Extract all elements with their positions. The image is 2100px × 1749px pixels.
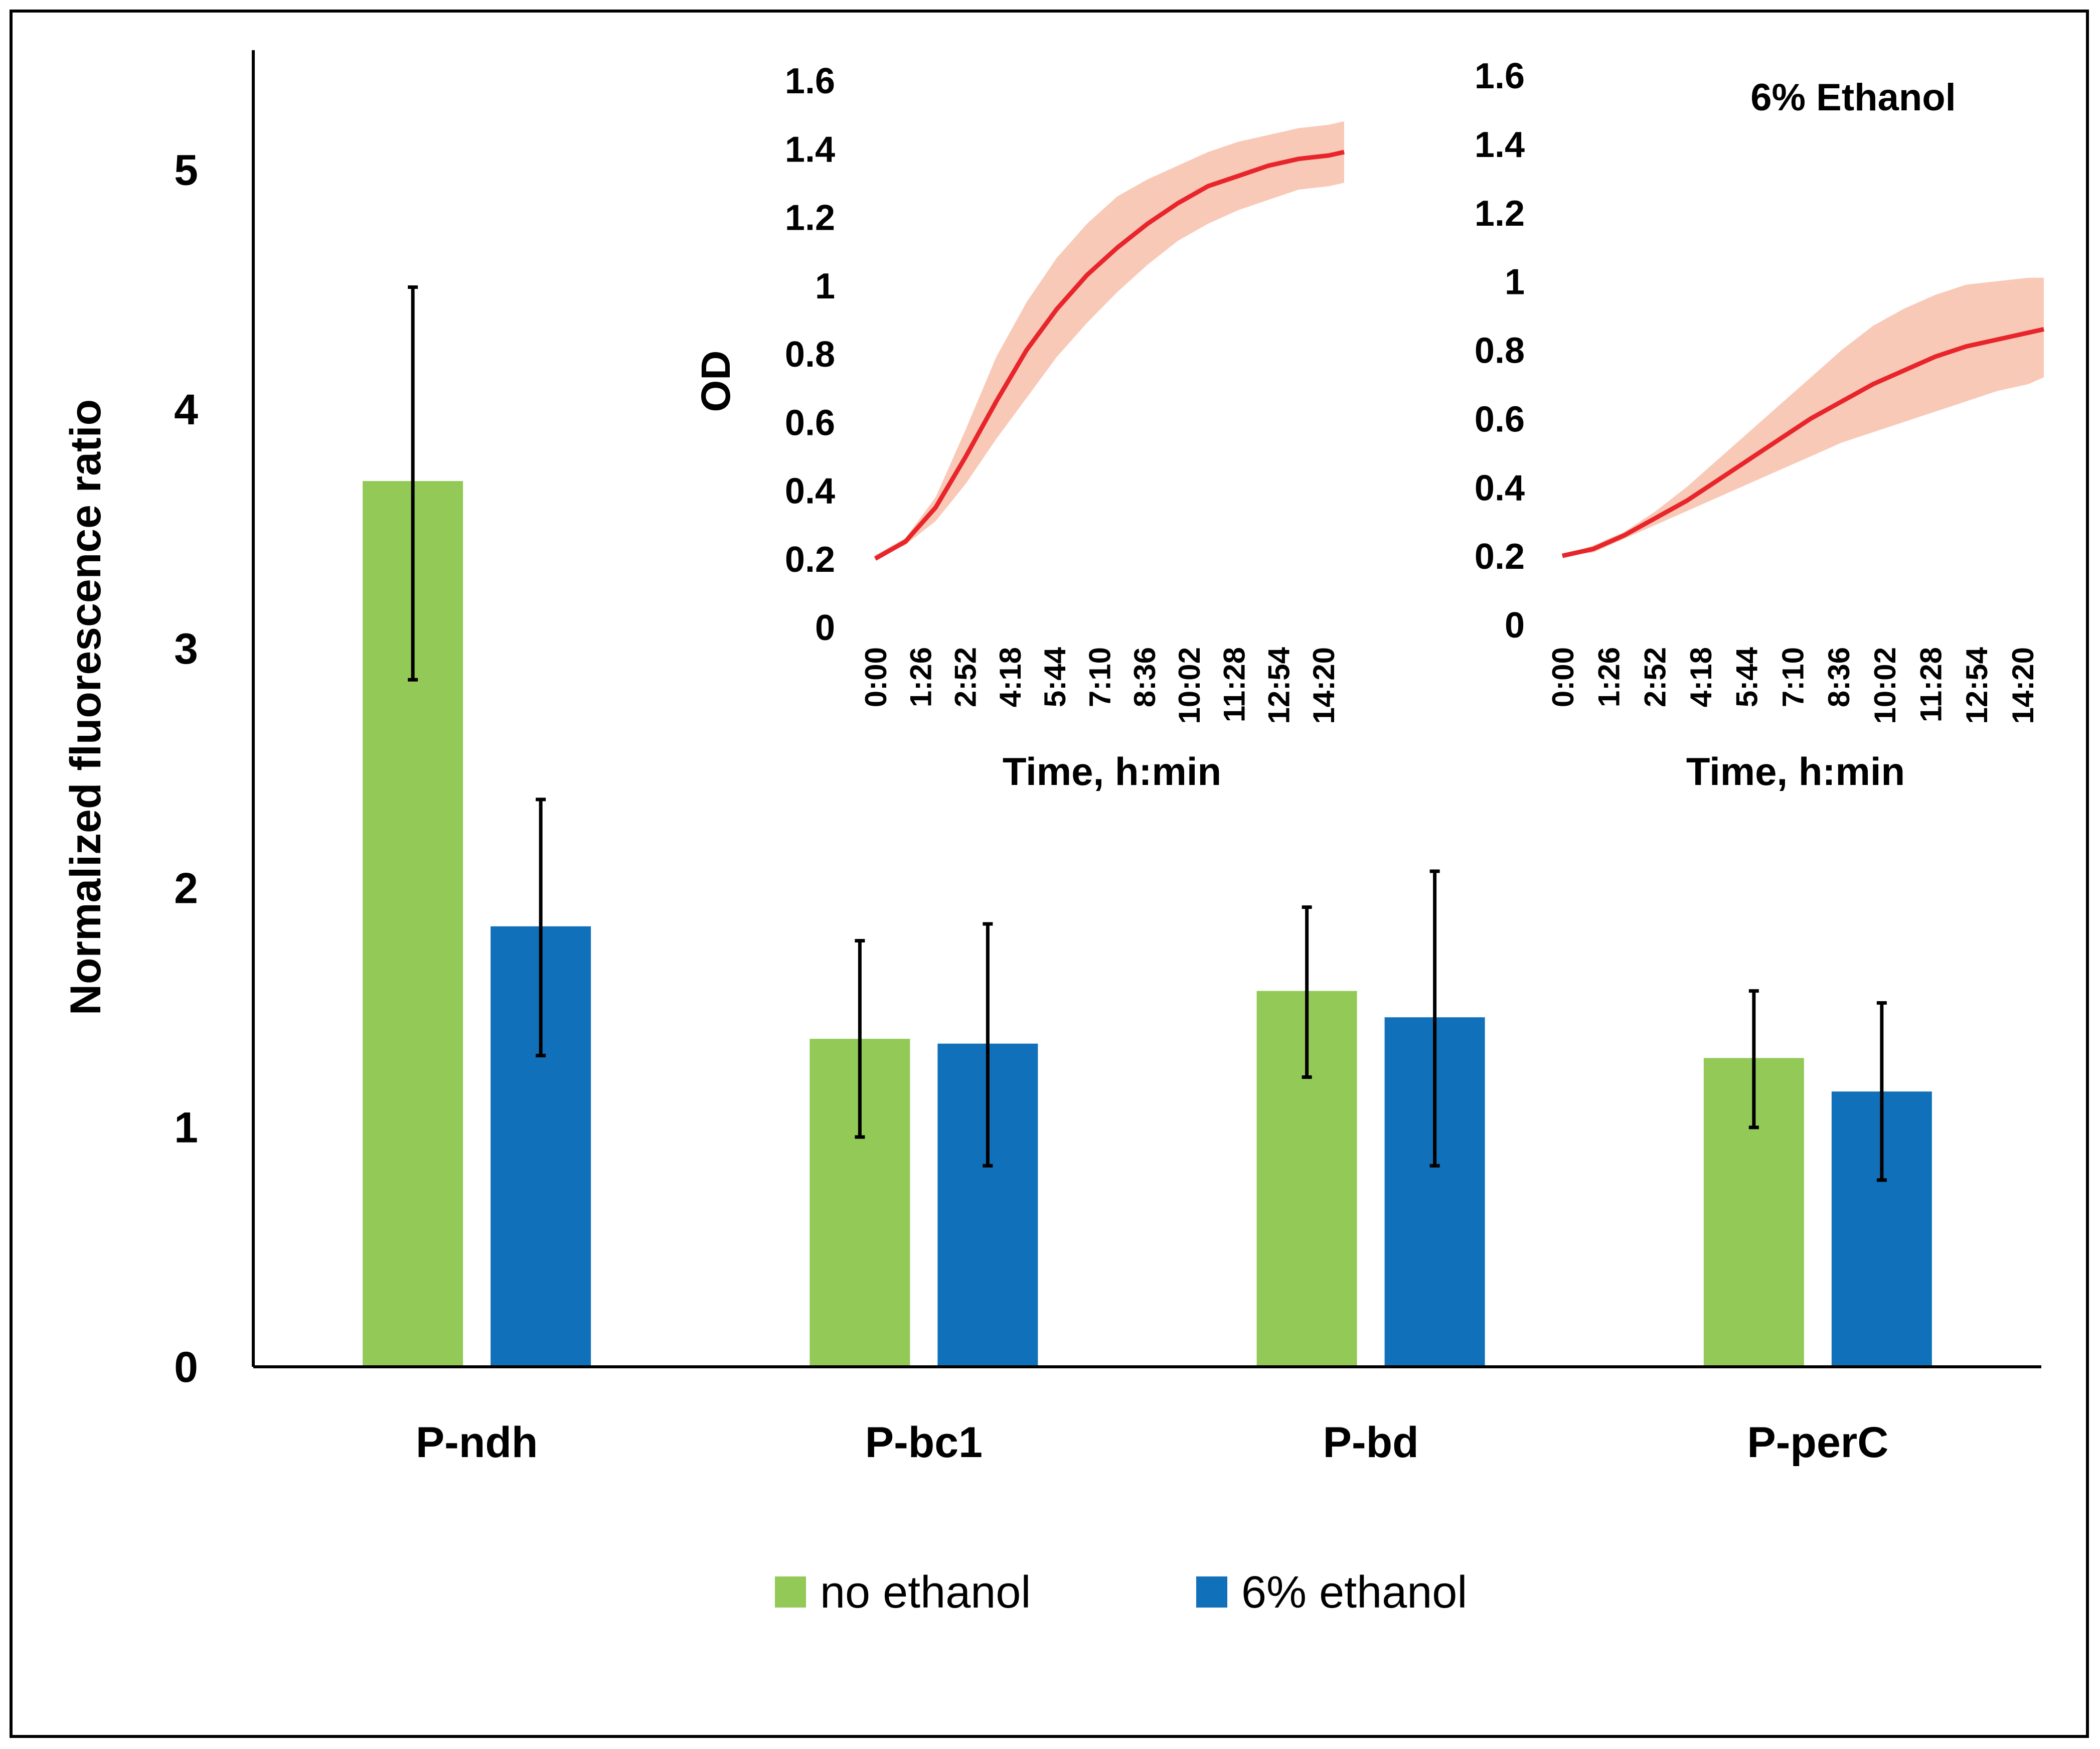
- inset2-title: 6% Ethanol: [1750, 76, 1956, 119]
- main-y-tick-label: 2: [174, 864, 198, 912]
- main-y-axis-label: Normalized fluorescence ratio: [62, 399, 110, 1015]
- inset2-y-tick-label: 0.6: [1475, 399, 1525, 439]
- main-x-tick-labels: P-ndh P-bc1 P-bd P-perC: [416, 1418, 1889, 1467]
- legend-label: 6% ethanol: [1241, 1567, 1467, 1618]
- main-error-bars: [408, 285, 1887, 1182]
- inset1-y-axis-label: OD: [693, 351, 739, 412]
- inset1-od-curve: [874, 149, 1345, 561]
- inset2-confidence-band: [1562, 277, 2044, 556]
- inset1-x-tick-label: 10:02: [1173, 647, 1206, 724]
- legend: no ethanol 6% ethanol: [775, 1567, 1467, 1618]
- inset1-x-tick-label: 1:26: [904, 647, 937, 707]
- inset1-y-tick-label: 0.2: [785, 540, 835, 580]
- main-x-tick-label: P-ndh: [416, 1418, 538, 1467]
- inset2-y-tick-label: 1.4: [1475, 125, 1525, 165]
- inset1-y-tick-label: 1.4: [785, 129, 835, 170]
- inset2-curve-line: [1562, 327, 2044, 558]
- inset2-x-tick-label: 12:54: [1960, 647, 1994, 724]
- inset2-x-tick-label: 7:10: [1776, 647, 1810, 707]
- inset1-x-axis-label: Time, h:min: [1003, 749, 1221, 793]
- main-y-tick-labels: 0 1 2 3 4 5: [174, 146, 198, 1391]
- inset1-x-tick-labels: 0:00 1:26 2:52 4:18 5:44 7:10 8:36 10:02 11:28 12…: [859, 647, 1341, 724]
- inset1-x-tick-label: 8:36: [1128, 647, 1162, 707]
- inset2-y-tick-label: 0.2: [1475, 537, 1525, 577]
- inset1-band-area: [875, 121, 1344, 559]
- inset2-x-tick-label: 11:28: [1914, 647, 1948, 722]
- inset2-od-curve: [1562, 327, 2044, 558]
- inset1-x-tick-label: 14:20: [1307, 647, 1341, 724]
- inset1-x-tick-label: 4:18: [994, 647, 1027, 707]
- inset2-x-tick-label: 5:44: [1730, 647, 1764, 707]
- inset1-x-tick-label: 5:44: [1038, 647, 1072, 707]
- inset2-x-tick-label: 10:02: [1868, 647, 1902, 724]
- legend-swatch: [775, 1576, 806, 1608]
- inset1-x-tick-label: 0:00: [859, 647, 893, 707]
- inset2-x-tick-label: 4:18: [1684, 647, 1718, 707]
- inset2-y-tick-labels: 0 0.2 0.4 0.6 0.8 1 1.2 1.4 1.6: [1475, 56, 1525, 646]
- inset1-y-tick-label: 1.6: [785, 61, 835, 101]
- inset1-y-tick-label: 0.8: [785, 335, 835, 375]
- inset1-y-tick-label: 0.6: [785, 403, 835, 443]
- inset2-x-tick-label: 8:36: [1822, 647, 1856, 707]
- inset-chart-6-ethanol: 0 0.2 0.4 0.6 0.8 1 1.2 1.4 1.6 0:00 1:26 2:52 4:18…: [1475, 56, 2044, 793]
- inset2-y-tick-label: 0: [1505, 605, 1525, 646]
- inset2-x-tick-label: 2:52: [1638, 647, 1672, 707]
- inset1-x-tick-label: 11:28: [1217, 647, 1251, 722]
- inset2-y-tick-label: 0.4: [1475, 468, 1525, 508]
- inset1-x-tick-label: 2:52: [949, 647, 983, 707]
- main-y-tick-label: 0: [174, 1343, 198, 1391]
- main-axes: [252, 50, 2041, 1368]
- inset1-confidence-band: [875, 121, 1344, 559]
- main-x-tick-label: P-bd: [1323, 1418, 1419, 1467]
- inset-chart-no-ethanol: 0 0.2 0.4 0.6 0.8 1 1.2 1.4 1.6 0:00 1:26 2:52 4:18…: [693, 61, 1345, 793]
- main-x-tick-label: P-perC: [1747, 1418, 1888, 1467]
- main-bar-chart: 0 1 2 3 4 5 P-ndh P-bc1 P-bd P-perC Normalized f…: [62, 50, 2041, 1618]
- legend-label: no ethanol: [820, 1567, 1031, 1618]
- inset2-x-tick-label: 1:26: [1592, 647, 1626, 707]
- inset1-x-tick-label: 7:10: [1083, 647, 1117, 707]
- inset2-y-tick-label: 1: [1505, 262, 1525, 302]
- inset1-y-tick-labels: 0 0.2 0.4 0.6 0.8 1 1.2 1.4 1.6: [785, 61, 835, 648]
- inset1-y-tick-label: 1: [815, 266, 835, 306]
- inset2-x-axis-label: Time, h:min: [1686, 749, 1905, 793]
- inset1-x-tick-label: 12:54: [1262, 647, 1296, 724]
- main-x-tick-label: P-bc1: [865, 1418, 983, 1467]
- main-y-tick-label: 5: [174, 146, 198, 195]
- legend-swatch: [1196, 1576, 1227, 1608]
- inset2-x-tick-labels: 0:00 1:26 2:52 4:18 5:44 7:10 8:36 10:02 11:28 12…: [1546, 647, 2040, 724]
- inset1-y-tick-label: 0: [815, 608, 835, 648]
- inset2-y-tick-label: 1.2: [1475, 194, 1525, 234]
- inset2-x-tick-label: 14:20: [2006, 647, 2040, 724]
- main-y-tick-label: 3: [174, 625, 198, 673]
- inset1-y-tick-label: 1.2: [785, 198, 835, 238]
- inset2-y-tick-label: 1.6: [1475, 56, 1525, 96]
- main-y-tick-label: 1: [174, 1104, 198, 1152]
- inset1-y-tick-label: 0.4: [785, 471, 835, 512]
- main-y-tick-label: 4: [174, 386, 198, 434]
- inset2-band-area: [1562, 277, 2044, 556]
- inset1-curve-line: [874, 149, 1345, 561]
- inset2-y-tick-label: 0.8: [1475, 331, 1525, 371]
- inset2-x-tick-label: 0:00: [1546, 647, 1580, 707]
